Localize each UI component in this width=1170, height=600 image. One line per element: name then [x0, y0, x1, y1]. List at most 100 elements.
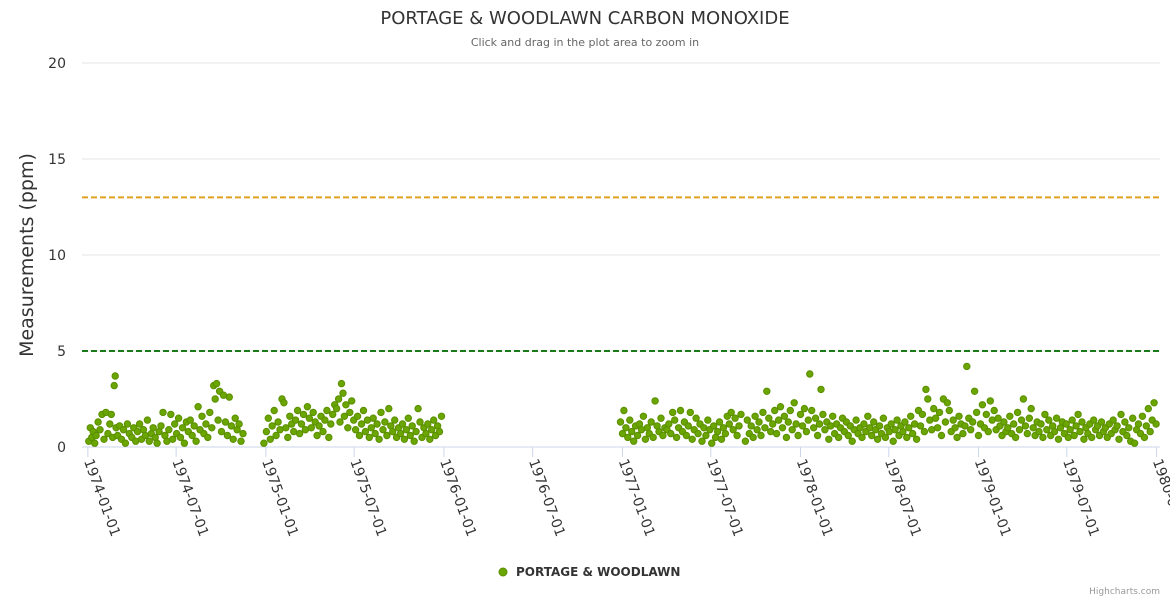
data-point[interactable]: [346, 408, 354, 417]
data-point[interactable]: [881, 433, 890, 442]
data-point[interactable]: [986, 397, 994, 405]
data-point[interactable]: [649, 433, 657, 442]
data-point[interactable]: [873, 435, 882, 443]
data-point[interactable]: [284, 433, 292, 442]
data-point[interactable]: [765, 414, 773, 422]
data-point[interactable]: [375, 435, 383, 443]
data-point[interactable]: [735, 422, 743, 430]
data-point[interactable]: [626, 416, 634, 424]
data-point[interactable]: [771, 406, 779, 415]
data-point[interactable]: [1138, 412, 1147, 420]
data-point[interactable]: [887, 420, 895, 428]
data-point[interactable]: [1021, 422, 1030, 430]
legend-item-label[interactable]: PORTAGE & WOODLAWN: [516, 565, 680, 579]
data-point[interactable]: [428, 426, 436, 434]
data-point[interactable]: [763, 387, 771, 395]
data-point[interactable]: [104, 429, 112, 438]
data-point[interactable]: [1140, 433, 1149, 442]
data-point[interactable]: [669, 408, 677, 417]
data-point[interactable]: [920, 427, 929, 436]
credits-link[interactable]: Highcharts.com: [1089, 587, 1160, 597]
data-points[interactable]: [85, 362, 1160, 447]
data-point[interactable]: [217, 427, 226, 436]
data-point[interactable]: [743, 416, 751, 424]
data-point[interactable]: [299, 410, 308, 419]
data-point[interactable]: [875, 422, 884, 430]
data-point[interactable]: [291, 416, 300, 424]
data-point[interactable]: [174, 414, 183, 422]
data-point[interactable]: [688, 435, 696, 443]
data-point[interactable]: [721, 429, 730, 438]
data-point[interactable]: [208, 424, 216, 432]
data-point[interactable]: [630, 437, 638, 445]
data-point[interactable]: [899, 427, 907, 436]
data-point[interactable]: [1121, 418, 1129, 426]
data-point[interactable]: [708, 439, 716, 447]
data-point[interactable]: [1074, 410, 1082, 419]
data-point[interactable]: [1123, 431, 1131, 440]
data-point[interactable]: [149, 424, 157, 432]
data-point[interactable]: [715, 418, 724, 426]
data-point[interactable]: [686, 408, 694, 417]
data-point[interactable]: [280, 399, 288, 407]
data-point[interactable]: [905, 424, 913, 432]
data-point[interactable]: [870, 418, 878, 426]
data-point[interactable]: [110, 381, 118, 390]
data-point[interactable]: [782, 433, 791, 442]
data-point[interactable]: [1117, 410, 1125, 419]
data-point[interactable]: [91, 439, 99, 447]
data-point[interactable]: [188, 431, 196, 440]
data-point[interactable]: [657, 414, 665, 422]
data-point[interactable]: [941, 418, 950, 426]
data-point[interactable]: [367, 424, 375, 432]
data-point[interactable]: [970, 387, 979, 395]
data-point[interactable]: [1037, 420, 1045, 428]
data-point[interactable]: [389, 427, 397, 436]
data-point[interactable]: [972, 408, 981, 417]
data-point[interactable]: [1006, 412, 1014, 420]
data-point[interactable]: [198, 412, 206, 420]
data-point[interactable]: [879, 414, 888, 422]
data-point[interactable]: [717, 435, 726, 443]
data-point[interactable]: [930, 404, 938, 413]
data-point[interactable]: [121, 439, 130, 447]
data-point[interactable]: [239, 429, 247, 438]
data-point[interactable]: [994, 414, 1002, 422]
data-point[interactable]: [135, 420, 144, 428]
data-point[interactable]: [1066, 426, 1074, 434]
data-point[interactable]: [774, 416, 783, 424]
data-point[interactable]: [916, 422, 925, 430]
data-point[interactable]: [424, 420, 432, 428]
data-point[interactable]: [1097, 418, 1106, 426]
data-point[interactable]: [94, 418, 102, 426]
data-point[interactable]: [351, 426, 360, 434]
data-point[interactable]: [373, 420, 381, 428]
data-point[interactable]: [804, 416, 812, 424]
data-point[interactable]: [749, 433, 757, 442]
data-point[interactable]: [204, 433, 212, 442]
data-point[interactable]: [922, 385, 930, 394]
data-point[interactable]: [984, 427, 992, 436]
data-point[interactable]: [402, 426, 411, 434]
data-point[interactable]: [1023, 429, 1032, 438]
data-point[interactable]: [422, 429, 430, 438]
data-point[interactable]: [802, 427, 811, 436]
data-point[interactable]: [943, 399, 951, 407]
data-point[interactable]: [806, 370, 814, 378]
data-point[interactable]: [307, 424, 315, 432]
data-point[interactable]: [1078, 418, 1086, 426]
data-point[interactable]: [383, 431, 391, 440]
data-point[interactable]: [400, 435, 409, 443]
data-point[interactable]: [396, 429, 405, 438]
data-point[interactable]: [212, 379, 221, 388]
data-point[interactable]: [903, 433, 911, 442]
data-point[interactable]: [982, 410, 990, 419]
data-point[interactable]: [186, 416, 195, 424]
data-point[interactable]: [325, 433, 333, 442]
data-point[interactable]: [371, 429, 379, 438]
data-point[interactable]: [313, 431, 321, 440]
data-point[interactable]: [769, 420, 777, 428]
data-point[interactable]: [1088, 433, 1096, 442]
data-point[interactable]: [1004, 424, 1012, 432]
data-point[interactable]: [344, 424, 352, 432]
